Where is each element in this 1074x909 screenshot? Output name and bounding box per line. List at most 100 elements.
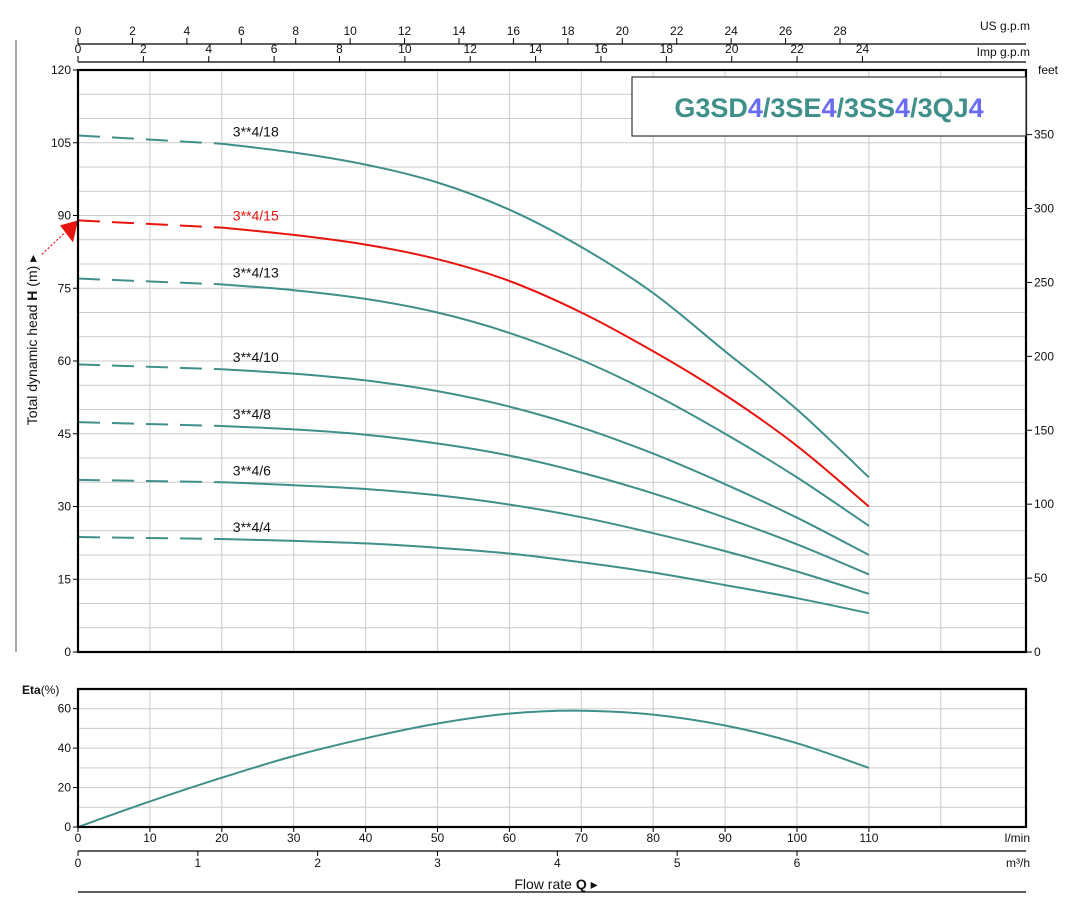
y-tick-label: 60 [58,354,72,368]
pointer-arrow-stem [41,232,65,255]
title-box [631,76,1027,137]
us-gpm-tick-label: 28 [833,24,847,38]
imp-gpm-label: Imp g.p.m [977,45,1030,59]
feet-tick-label: 50 [1034,571,1048,585]
feet-tick-label: 150 [1034,423,1054,437]
eta-curves [77,709,870,828]
us-gpm-tick-label: 18 [561,24,575,38]
imp-gpm-tick-label: 24 [856,42,870,56]
curve-dashed-segment [77,536,222,540]
lmin-tick-label: 70 [575,831,589,845]
us-gpm-label: US g.p.m [980,19,1030,33]
us-gpm-tick-label: 14 [452,24,466,38]
lmin-tick-label: 30 [287,831,301,845]
chart-title: G3SD4/3SE4/3SS4/3QJ4 [674,93,983,123]
lmin-tick-label: 100 [787,831,807,845]
curve-line [221,368,870,556]
y-tick-label: 105 [51,136,71,150]
eta-curve-line [77,709,870,828]
curve-line [221,142,870,479]
lmin-label: l/min [1005,831,1030,845]
lmin-tick-label: 20 [215,831,229,845]
x-axis-title: Flow rate Q ▸ [514,876,597,892]
curve-line [221,538,870,615]
curve-dashed-segment [77,219,222,229]
feet-tick-label: 200 [1034,349,1054,363]
m3h-tick-label: 0 [75,856,82,870]
y-axis-title: Total dynamic head H (m) ▸ [24,255,40,425]
m3h-tick-label: 4 [554,856,561,870]
imp-gpm-tick-label: 2 [140,42,147,56]
us-gpm-tick-label: 0 [75,24,82,38]
eta-chart-grid [78,689,1026,827]
curve-dashed-segment [77,363,222,371]
curve-dashed-segment [77,421,222,427]
us-gpm-tick-label: 26 [779,24,793,38]
m3h-tick-label: 6 [794,856,801,870]
feet-tick-label: 0 [1034,645,1041,659]
lmin-tick-label: 110 [859,831,878,845]
curve-dashed-segment [77,277,222,286]
eta-y-tick-label: 40 [58,741,72,755]
y-tick-label: 90 [58,209,72,223]
m3h-tick-label: 5 [674,856,681,870]
m3h-tick-label: 2 [314,856,321,870]
us-gpm-tick-label: 8 [292,24,299,38]
us-gpm-tick-label: 12 [398,24,412,38]
imp-gpm-tick-label: 12 [464,42,478,56]
imp-gpm-tick-label: 8 [336,42,343,56]
m3h-tick-label: 1 [194,856,201,870]
curve-label: 3**4/18 [233,124,279,140]
eta-y-tick-label: 20 [58,781,72,795]
us-gpm-tick-label: 6 [238,24,245,38]
imp-gpm-tick-label: 4 [205,42,212,56]
curve-line [221,425,870,576]
chart-frames [15,40,1028,893]
eta-y-tick-label: 0 [64,820,71,834]
curve-line [221,226,870,508]
imp-gpm-tick-label: 22 [790,42,804,56]
pointer-arrow-head [60,220,78,243]
m3h-label: m³/h [1006,856,1030,870]
us-gpm-tick-label: 16 [507,24,521,38]
head-chart-grid [78,70,1026,652]
imp-gpm-tick-label: 6 [271,42,278,56]
curve-label: 3**4/6 [233,462,271,478]
us-gpm-tick-label: 2 [129,24,136,38]
us-gpm-tick-label: 20 [616,24,630,38]
feet-tick-label: 100 [1034,497,1054,511]
feet-axis-label: feet [1038,63,1059,77]
curve-label: 3**4/13 [233,264,279,280]
lmin-tick-label: 10 [143,831,157,845]
y-tick-label: 30 [58,500,72,514]
feet-tick-label: 250 [1034,275,1054,289]
lmin-tick-label: 0 [75,831,82,845]
y-tick-label: 120 [51,63,71,77]
lmin-tick-label: 40 [359,831,373,845]
imp-gpm-tick-label: 18 [660,42,674,56]
curve-label: 3**4/15 [233,208,279,224]
curve-line [221,283,870,527]
head-curves: 3**4/18 3**4/15 3**4/13 3**4/10 3**4/8 3**4/6… [41,124,870,615]
us-gpm-tick-label: 22 [670,24,684,38]
imp-gpm-tick-label: 14 [529,42,543,56]
y-tick-label: 15 [58,572,72,586]
imp-gpm-tick-label: 10 [398,42,412,56]
curve-label: 3**4/8 [233,406,271,422]
us-gpm-tick-label: 10 [343,24,357,38]
lmin-tick-label: 90 [718,831,732,845]
feet-tick-label: 300 [1034,202,1054,216]
lmin-tick-label: 80 [647,831,661,845]
curve-dashed-segment [77,478,222,484]
y-tick-label: 45 [58,427,72,441]
eta-y-tick-label: 60 [58,702,72,716]
us-gpm-tick-label: 4 [184,24,191,38]
eta-axis-title: Eta(%) [22,683,59,697]
us-gpm-tick-label: 24 [724,24,738,38]
imp-gpm-tick-label: 0 [75,42,82,56]
imp-gpm-tick-label: 16 [594,42,608,56]
curve-line [221,481,870,595]
imp-gpm-tick-label: 20 [725,42,739,56]
m3h-tick-label: 3 [434,856,441,870]
